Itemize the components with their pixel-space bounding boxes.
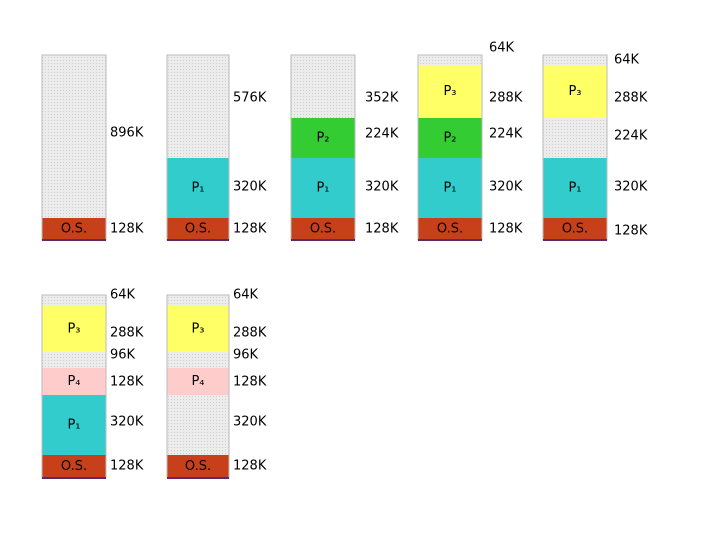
size-label: 896K bbox=[110, 126, 144, 141]
memory-block bbox=[418, 65, 482, 118]
process-label: P₃ bbox=[67, 322, 80, 337]
size-label: 64K bbox=[110, 288, 136, 303]
process-label: P₃ bbox=[443, 84, 456, 99]
memory-bar: 64K P₃ 288K 96K P₄ 128K 320K O.S. 128K bbox=[166, 288, 267, 479]
memory-block bbox=[42, 55, 106, 218]
process-label: P₁ bbox=[67, 418, 80, 433]
memory-block bbox=[167, 158, 229, 218]
size-label: 288K bbox=[489, 91, 523, 106]
memory-block bbox=[42, 218, 106, 240]
size-label: 128K bbox=[489, 222, 523, 237]
memory-block bbox=[543, 158, 607, 218]
process-label: P₁ bbox=[443, 181, 456, 196]
memory-block bbox=[291, 158, 355, 218]
process-label: P₄ bbox=[191, 374, 204, 389]
size-label: 224K bbox=[365, 127, 399, 142]
size-label: 128K bbox=[233, 222, 267, 237]
size-label: 128K bbox=[365, 222, 399, 237]
size-label: 320K bbox=[233, 415, 267, 430]
size-label: 288K bbox=[614, 91, 648, 106]
process-label: O.S. bbox=[61, 222, 87, 237]
size-label: 64K bbox=[233, 288, 259, 303]
memory-block bbox=[167, 455, 229, 478]
size-label: 320K bbox=[233, 180, 267, 195]
memory-bar: 64K P₃ 288K 224K P₁ 320K O.S. 128K bbox=[542, 53, 648, 241]
memory-block bbox=[42, 306, 106, 352]
size-label: 128K bbox=[110, 222, 144, 237]
memory-block bbox=[418, 218, 482, 240]
memory-block bbox=[543, 55, 607, 65]
size-label: 96K bbox=[110, 348, 136, 363]
memory-block bbox=[291, 55, 355, 118]
process-label: P₁ bbox=[568, 181, 581, 196]
process-label: P₂ bbox=[316, 131, 329, 146]
size-label: 128K bbox=[110, 375, 144, 390]
process-label: P₃ bbox=[191, 322, 204, 337]
memory-block bbox=[543, 218, 607, 240]
memory-block bbox=[291, 218, 355, 240]
memory-bar: 896K O.S. 128K bbox=[41, 54, 144, 241]
process-label: O.S. bbox=[562, 222, 588, 237]
memory-block bbox=[543, 65, 607, 118]
memory-bar: 352K P₂ 224K P₁ 320K O.S. 128K bbox=[290, 54, 399, 241]
size-label: 224K bbox=[489, 127, 523, 142]
size-label: 320K bbox=[614, 180, 648, 195]
memory-block bbox=[42, 352, 106, 368]
size-label: 64K bbox=[614, 53, 640, 68]
memory-block bbox=[167, 55, 229, 158]
process-label: P₁ bbox=[316, 181, 329, 196]
memory-bar: 576K P₁ 320K O.S. 128K bbox=[166, 54, 267, 241]
memory-bar: 64K P₃ 288K P₂ 224K P₁ 320K O.S. 128K bbox=[417, 41, 523, 241]
memory-block bbox=[418, 118, 482, 158]
memory-block bbox=[543, 118, 607, 158]
size-label: 128K bbox=[110, 459, 144, 474]
memory-block bbox=[167, 352, 229, 368]
memory-block bbox=[418, 55, 482, 65]
process-label: O.S. bbox=[61, 459, 87, 474]
size-label: 224K bbox=[614, 129, 648, 144]
size-label: 64K bbox=[489, 41, 515, 56]
size-label: 576K bbox=[233, 91, 267, 106]
size-label: 128K bbox=[614, 224, 648, 239]
process-label: O.S. bbox=[437, 222, 463, 237]
size-label: 288K bbox=[110, 326, 144, 341]
memory-block bbox=[42, 295, 106, 306]
process-label: P₄ bbox=[67, 374, 80, 389]
process-label: P₃ bbox=[568, 84, 581, 99]
process-label: O.S. bbox=[185, 459, 211, 474]
process-label: P₁ bbox=[191, 181, 204, 196]
memory-block bbox=[167, 368, 229, 395]
memory-block bbox=[167, 395, 229, 455]
memory-block bbox=[42, 368, 106, 395]
process-label: O.S. bbox=[185, 222, 211, 237]
process-label: O.S. bbox=[310, 222, 336, 237]
size-label: 320K bbox=[365, 180, 399, 195]
memory-block bbox=[167, 295, 229, 306]
size-label: 320K bbox=[489, 180, 523, 195]
size-label: 128K bbox=[233, 459, 267, 474]
memory-bar: 64K P₃ 288K 96K P₄ 128K P₁ 320K O.S. 128K bbox=[41, 288, 144, 479]
memory-block bbox=[167, 306, 229, 352]
memory-block bbox=[42, 455, 106, 478]
memory-block bbox=[418, 158, 482, 218]
memory-block bbox=[42, 395, 106, 455]
memory-block bbox=[167, 218, 229, 240]
process-label: P₂ bbox=[443, 131, 456, 146]
memory-block bbox=[291, 118, 355, 158]
size-label: 128K bbox=[233, 375, 267, 390]
size-label: 96K bbox=[233, 348, 259, 363]
size-label: 352K bbox=[365, 91, 399, 106]
size-label: 288K bbox=[233, 326, 267, 341]
size-label: 320K bbox=[110, 415, 144, 430]
